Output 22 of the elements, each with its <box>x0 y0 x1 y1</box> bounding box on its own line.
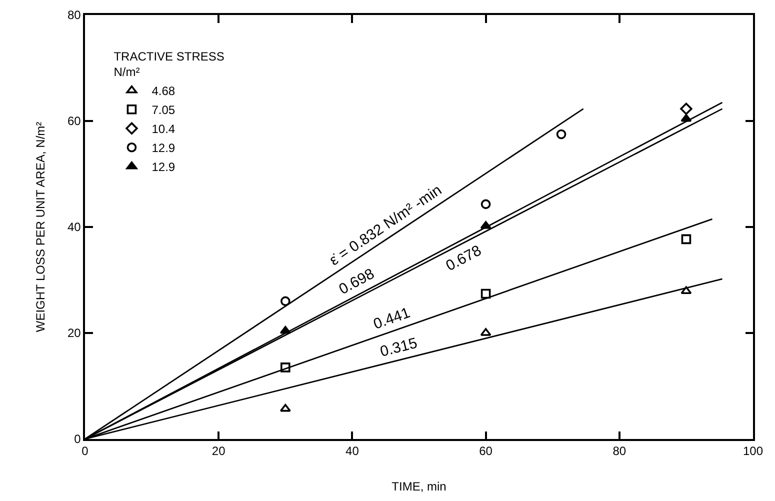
x-tick-label: 80 <box>612 444 626 458</box>
annotation: 0.698 <box>336 265 378 298</box>
annotation: 0.441 <box>371 304 412 333</box>
y-tick-label: 80 <box>67 8 82 22</box>
legend-label: 4.68 <box>152 84 176 98</box>
x-tick-label: 40 <box>346 444 360 458</box>
y-axis-title: WEIGHT LOSS PER UNIT AREA, N/m² <box>33 122 48 332</box>
annotation: 0.315 <box>378 334 420 361</box>
legend-label: 12.9 <box>152 141 176 156</box>
y-tick-label: 60 <box>67 114 82 128</box>
x-axis-title: TIME, min <box>392 480 446 494</box>
x-tick-label: 60 <box>479 444 493 458</box>
annotation: 0.678 <box>443 242 484 275</box>
y-tick-label: 0 <box>74 432 82 446</box>
legend-label: 7.05 <box>152 103 176 118</box>
y-tick-label: 20 <box>67 326 82 340</box>
y-tick-label: 40 <box>67 220 82 234</box>
legend-label: 10.4 <box>152 122 176 136</box>
legend-title: TRACTIVE STRESS N/m² <box>114 49 224 79</box>
x-tick-label: 100 <box>742 444 764 458</box>
x-tick-label: 20 <box>212 444 226 458</box>
legend-label: 12.9 <box>152 160 176 174</box>
